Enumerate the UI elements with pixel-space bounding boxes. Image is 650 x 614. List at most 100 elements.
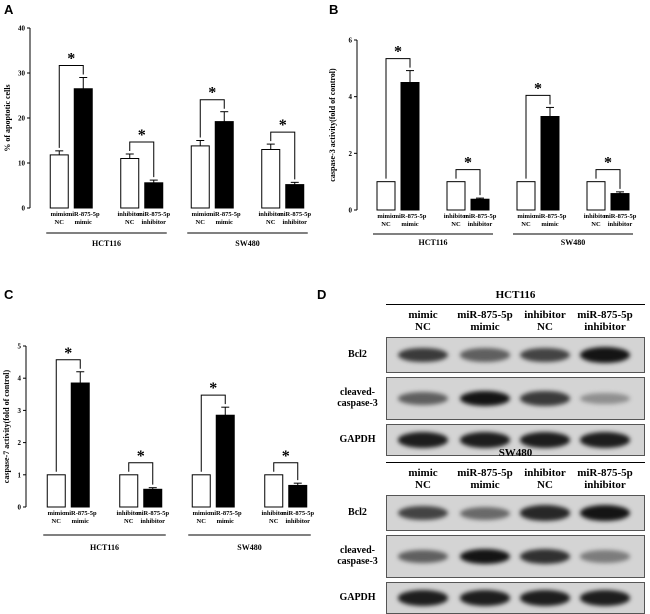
x-tick-label: NC bbox=[196, 219, 206, 226]
bar bbox=[610, 193, 630, 211]
bar bbox=[261, 149, 281, 209]
y-tick-label: 0 bbox=[349, 207, 353, 215]
x-tick-label: mimic bbox=[192, 211, 209, 218]
y-tick-label: 30 bbox=[18, 70, 26, 78]
x-tick-label: miR-875-5p bbox=[534, 213, 567, 220]
lane-label: inhibitor NC bbox=[505, 309, 585, 333]
cell-line-underline bbox=[386, 304, 645, 305]
bar bbox=[516, 181, 536, 211]
x-tick-label: miR-875-5p bbox=[394, 213, 427, 220]
cell-line-header: HCT116 bbox=[495, 289, 536, 301]
blot-band bbox=[580, 590, 630, 606]
lane-label-line: inhibitor bbox=[524, 309, 566, 321]
y-tick-label: 40 bbox=[18, 25, 26, 33]
caspase3-bar-chart: 0 2 4 6 caspase-3 activity(fold of control) m… bbox=[328, 37, 637, 248]
bar bbox=[46, 474, 66, 508]
lane-label: miR-875-5p mimic bbox=[445, 309, 525, 333]
panel-letter: C bbox=[4, 287, 14, 302]
x-tick-label: miR-875-5p bbox=[281, 510, 314, 517]
x-tick-label: mimic bbox=[216, 219, 233, 226]
blot-band bbox=[398, 505, 448, 521]
y-axis-label: caspase-3 activity(fold of control) bbox=[328, 68, 337, 182]
y-axis-label: % of apoptotic cells bbox=[3, 84, 12, 151]
lane-label-line: NC bbox=[537, 479, 553, 491]
x-tick-label: miR-875-5p bbox=[64, 510, 97, 517]
bar bbox=[470, 198, 490, 211]
bar bbox=[70, 382, 90, 508]
blot-band bbox=[580, 550, 630, 563]
significance-star: * bbox=[209, 380, 217, 397]
x-tick-label: mimic bbox=[51, 211, 68, 218]
lane-label-line: miR-875-5p bbox=[457, 309, 513, 321]
x-tick-label: miR-875-5p bbox=[67, 211, 100, 218]
blot-band bbox=[520, 432, 570, 448]
lane-label-line: miR-875-5p bbox=[457, 467, 513, 479]
blot-band bbox=[580, 392, 630, 405]
panel-d-western-blot: D HCT116 mimic NC miR-875-5p mimic inhibitor N… bbox=[317, 285, 650, 614]
significance-bracket bbox=[595, 169, 621, 189]
bar bbox=[144, 182, 164, 209]
significance-bracket bbox=[385, 58, 411, 179]
x-tick-label: NC bbox=[124, 518, 134, 525]
x-tick-label: inhibitor bbox=[117, 211, 142, 218]
lane-label: mimic NC bbox=[383, 467, 463, 491]
group-label: SW480 bbox=[561, 238, 585, 247]
lane-label-line: inhibitor bbox=[584, 321, 626, 333]
x-tick-label: inhibitor bbox=[140, 518, 165, 525]
y-tick-label: 5 bbox=[18, 343, 22, 351]
significance-star: * bbox=[604, 155, 612, 172]
significance-star: * bbox=[282, 448, 290, 465]
blot-band bbox=[398, 432, 448, 448]
blot-band bbox=[460, 506, 510, 520]
x-tick-label: mimic bbox=[75, 219, 92, 226]
blot-band bbox=[580, 347, 630, 363]
lane-label-line: mimic bbox=[470, 321, 500, 333]
significance-star: * bbox=[137, 448, 145, 465]
blot-band bbox=[520, 590, 570, 606]
blot-band bbox=[520, 391, 570, 406]
blot-band bbox=[398, 590, 448, 606]
x-tick-label: mimic bbox=[193, 510, 210, 517]
lane-label: miR-875-5p mimic bbox=[445, 467, 525, 491]
y-tick-label: 0 bbox=[22, 205, 26, 213]
lane-label-line: mimic bbox=[408, 309, 438, 321]
significance-bracket bbox=[525, 94, 551, 179]
blot-row-label-line: Bcl2 bbox=[348, 507, 367, 518]
lane-label: inhibitor NC bbox=[505, 467, 585, 491]
significance-star: * bbox=[534, 80, 542, 97]
significance-bracket bbox=[200, 394, 226, 472]
x-tick-label: inhibitor bbox=[285, 518, 310, 525]
x-tick-label: NC bbox=[591, 221, 601, 228]
bar bbox=[400, 82, 420, 211]
x-tick-label: mimic bbox=[217, 518, 234, 525]
x-tick-label: inhibitor bbox=[608, 221, 633, 228]
panel-letter: B bbox=[329, 2, 339, 17]
x-tick-label: miR-875-5p bbox=[209, 510, 242, 517]
bar bbox=[264, 474, 284, 508]
significance-star: * bbox=[67, 51, 75, 68]
x-tick-label: inhibitor bbox=[444, 213, 469, 220]
bar bbox=[215, 414, 235, 508]
y-tick-label: 3 bbox=[18, 407, 22, 415]
blot-row-label: Bcl2 bbox=[333, 349, 382, 360]
bar bbox=[49, 154, 69, 209]
cell-line-underline bbox=[386, 462, 645, 463]
significance-bracket bbox=[273, 462, 299, 481]
blot-band bbox=[460, 590, 510, 606]
blot-band bbox=[398, 391, 448, 406]
significance-star: * bbox=[64, 345, 72, 362]
lane-label-line: inhibitor bbox=[524, 467, 566, 479]
panel-letter: A bbox=[4, 2, 14, 17]
blot-row-label-line: GAPDH bbox=[339, 434, 376, 445]
blot-band bbox=[520, 347, 570, 363]
blot-row-label-line: cleaved- bbox=[340, 544, 375, 556]
y-tick-label: 2 bbox=[18, 439, 22, 447]
blot-row-label: Bcl2 bbox=[333, 507, 382, 518]
significance-star: * bbox=[138, 127, 146, 144]
x-tick-label: inhibitor bbox=[261, 510, 286, 517]
cell-line-header: SW480 bbox=[498, 447, 533, 459]
blot-row-label-line: caspase-3 bbox=[337, 555, 378, 567]
x-tick-label: mimic bbox=[401, 221, 418, 228]
x-tick-label: mimic bbox=[541, 221, 558, 228]
blot-band bbox=[580, 432, 630, 448]
